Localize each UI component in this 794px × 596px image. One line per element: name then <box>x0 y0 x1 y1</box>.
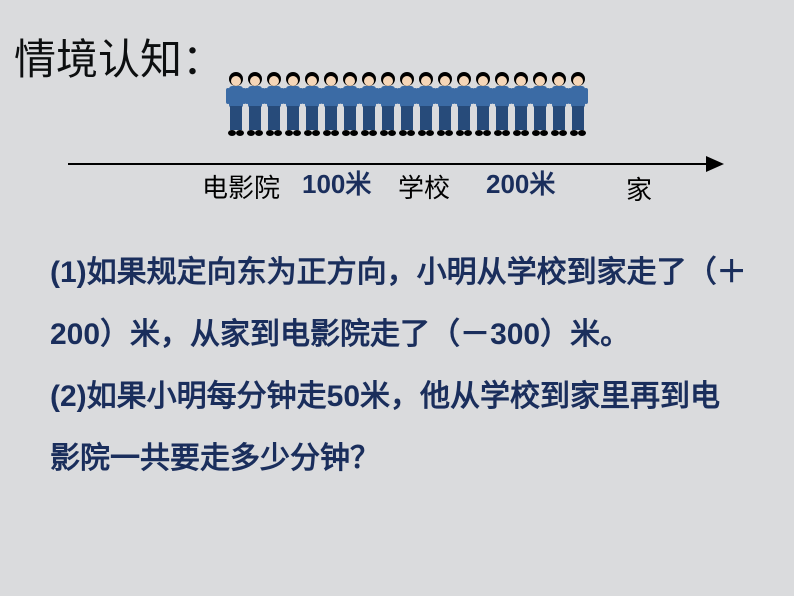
q1-value-2: 300 <box>490 318 540 351</box>
person-icon <box>567 70 589 140</box>
line-segment <box>68 163 708 165</box>
question-1: (1)如果规定向东为正方向，小明从学校到家走了（＋ 200）米，从家到电影院走了（… <box>50 242 750 366</box>
q1-text-c: ）米。 <box>540 318 630 351</box>
label-distance-2: 200米 <box>486 164 555 201</box>
people-row <box>228 70 589 140</box>
label-school: 学校 <box>398 168 450 205</box>
label-cinema: 电影院 <box>202 168 280 205</box>
q1-value-1: 200 <box>50 318 100 351</box>
question-content: (1)如果规定向东为正方向，小明从学校到家走了（＋ 200）米，从家到电影院走了（… <box>50 242 750 490</box>
label-distance-1: 100米 <box>302 164 371 201</box>
q1-text-b: ）米，从家到电影院走了（－ <box>100 318 490 351</box>
scenario-diagram: 电影院 100米 学校 200米 家 <box>68 60 728 195</box>
q1-text-a: (1)如果规定向东为正方向，小明从学校到家走了（＋ <box>50 256 747 289</box>
question-2: (2)如果小明每分钟走50米，他从学校到家里再到电影院一共要走多少分钟？ <box>50 366 750 490</box>
arrow-head <box>706 156 724 172</box>
label-home: 家 <box>626 170 652 207</box>
